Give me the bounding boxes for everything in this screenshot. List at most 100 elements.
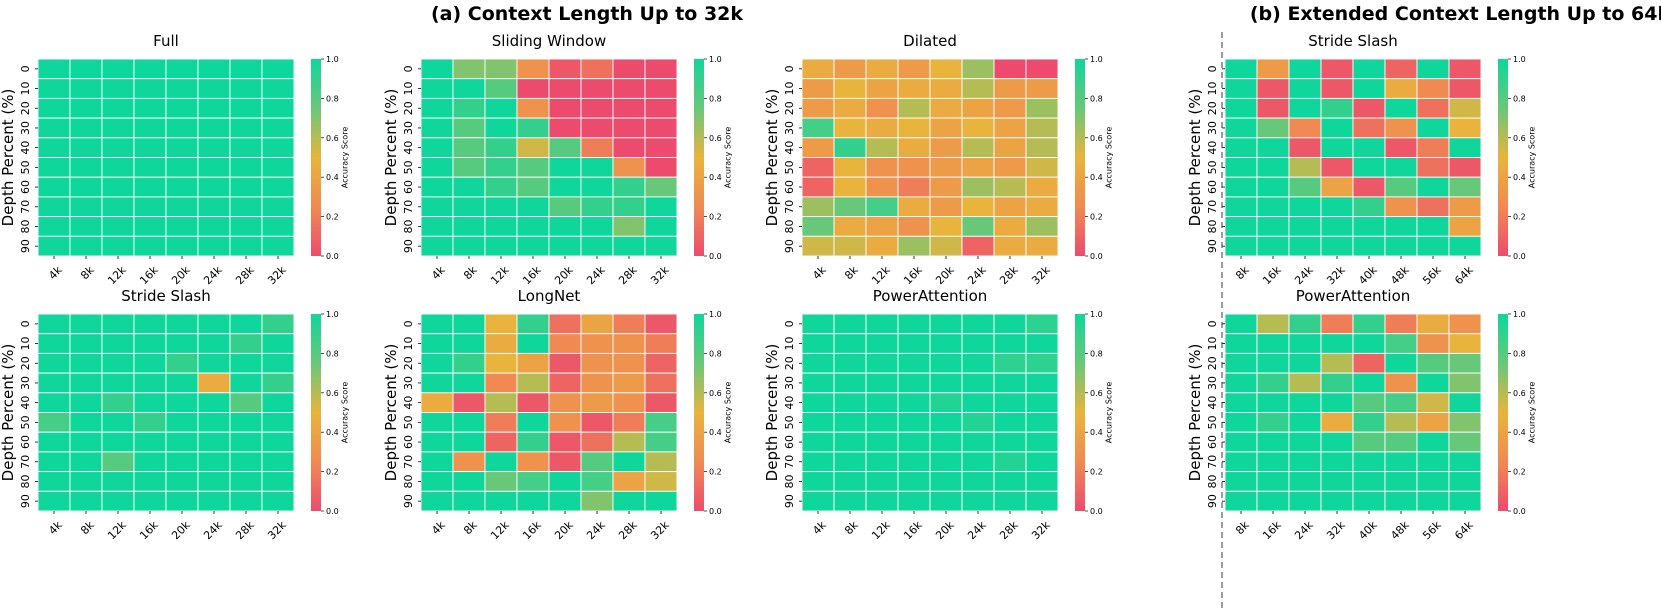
- heatmap-cell: [865, 196, 899, 218]
- colorbar-tick-label: 0.6: [326, 389, 339, 398]
- heatmap-cell: [516, 372, 550, 394]
- heatmap-cell: [833, 216, 867, 237]
- colorbar-tick-label: 0.8: [326, 349, 339, 358]
- colorbar: [694, 314, 704, 511]
- x-tick-label: 12k: [869, 263, 893, 287]
- colorbar-tick-label: 0.6: [709, 134, 722, 143]
- heatmap-cell: [897, 196, 931, 218]
- heatmap-cell: [1320, 58, 1354, 80]
- heatmap-cell: [1025, 471, 1059, 492]
- heatmap-cell: [101, 352, 135, 374]
- heatmap-cell: [484, 392, 518, 413]
- heatmap-cell: [229, 176, 263, 198]
- heatmap-cell: [1448, 216, 1482, 237]
- heatmap-cell: [197, 97, 231, 119]
- heatmap-cell: [1352, 216, 1386, 237]
- heatmap-cell: [516, 58, 550, 80]
- heatmap-cell: [229, 78, 263, 99]
- heatmap-cell: [865, 313, 899, 335]
- heatmap-cell: [644, 392, 678, 413]
- heatmap-cell: [833, 157, 867, 178]
- x-tick-label: 20k: [169, 263, 193, 287]
- x-tick-label: 8k: [78, 263, 97, 282]
- heatmap-cell: [1320, 451, 1354, 473]
- heatmap-cell: [261, 372, 295, 394]
- heatmap-cell: [644, 372, 678, 394]
- colorbar-tick-label: 0.0: [709, 252, 722, 261]
- heatmap-cell: [1416, 176, 1450, 198]
- heatmap-cell: [644, 196, 678, 218]
- heatmap-cell: [865, 176, 899, 198]
- heatmap-cell: [452, 58, 486, 80]
- x-tick-label: 8k: [461, 263, 480, 282]
- heatmap-cell: [420, 392, 454, 413]
- heatmap-cell: [833, 97, 867, 119]
- y-tick-label: 70: [19, 200, 32, 214]
- heatmap-cell: [865, 490, 899, 512]
- heatmap-cell: [1448, 352, 1482, 374]
- heatmap-cell: [1320, 471, 1354, 492]
- y-tick-label: 90: [1206, 239, 1219, 253]
- heatmap-cell: [1256, 352, 1290, 374]
- heatmap-cell: [961, 157, 995, 178]
- heatmap-cell: [833, 392, 867, 413]
- heatmap-cell: [101, 58, 135, 80]
- heatmap-cell: [1224, 78, 1258, 99]
- heatmap-cell: [37, 117, 71, 139]
- colorbar-tick-label: 0.2: [709, 468, 722, 477]
- heatmap-cell: [1224, 176, 1258, 198]
- heatmap-cell: [133, 137, 167, 158]
- heatmap-cell: [516, 97, 550, 119]
- heatmap-cell: [165, 412, 199, 433]
- x-tick-label: 28k: [233, 263, 257, 287]
- heatmap-cell: [993, 431, 1027, 453]
- y-tick-label: 10: [19, 337, 32, 351]
- colorbar: [311, 314, 321, 511]
- colorbar-label: Accuracy Score: [1105, 382, 1114, 444]
- heatmap-cell: [1352, 490, 1386, 512]
- heatmap-cell: [1384, 235, 1418, 257]
- heatmap-cell: [420, 58, 454, 80]
- heatmap-cell: [37, 471, 71, 492]
- heatmap-cell: [1288, 137, 1322, 158]
- x-tick-label: 24k: [1292, 518, 1316, 542]
- heatmap-cell: [961, 97, 995, 119]
- colorbar-tick-label: 0.2: [326, 468, 339, 477]
- heatmap-cell: [1352, 352, 1386, 374]
- heatmap-cell: [929, 176, 963, 198]
- heatmap-cell: [801, 97, 835, 119]
- heatmap-cell: [1256, 235, 1290, 257]
- y-tick-label: 0: [783, 320, 796, 327]
- heatmap-cell: [1256, 216, 1290, 237]
- heatmap-cell: [1256, 313, 1290, 335]
- heatmap-cell: [1025, 392, 1059, 413]
- heatmap-cell: [1025, 490, 1059, 512]
- y-tick-label: 30: [783, 376, 796, 390]
- y-tick-label: 80: [402, 474, 415, 488]
- x-tick-label: 4k: [810, 518, 829, 537]
- colorbar-tick-label: 0.8: [1090, 349, 1103, 358]
- heatmap-cell: [1288, 412, 1322, 433]
- heatmap-cell: [1320, 392, 1354, 413]
- colorbar-tick-label: 0.2: [326, 213, 339, 222]
- heatmap-cell: [101, 490, 135, 512]
- colorbar-tick-label: 0.8: [1513, 94, 1526, 103]
- x-tick-label: 12k: [105, 518, 129, 542]
- heatmap-cell: [420, 235, 454, 257]
- heatmap-cell: [133, 372, 167, 394]
- heatmap-cell: [929, 412, 963, 433]
- heatmap-cell: [1448, 78, 1482, 99]
- y-tick-label: 10: [402, 82, 415, 96]
- x-tick-label: 24k: [201, 518, 225, 542]
- heatmap-cell: [1416, 451, 1450, 473]
- colorbar-tick-label: 0.4: [326, 173, 339, 182]
- heatmap-cell: [929, 78, 963, 99]
- x-tick-label: 40k: [1356, 518, 1380, 542]
- heatmap-cell: [484, 431, 518, 453]
- heatmap-cell: [420, 471, 454, 492]
- heatmap-cell: [1320, 97, 1354, 119]
- x-tick-label: 16k: [1260, 518, 1284, 542]
- heatmap-cell: [993, 333, 1027, 354]
